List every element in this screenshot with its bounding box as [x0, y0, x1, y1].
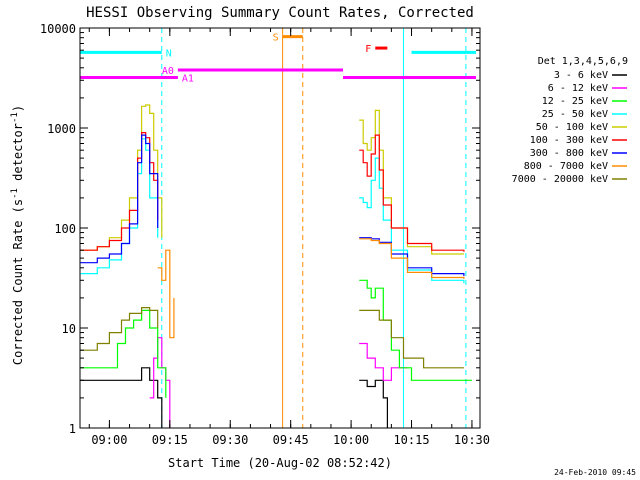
- y-tick-label-2: 100: [54, 222, 76, 236]
- x-tick-label-4: 10:00: [333, 433, 369, 447]
- y-axis-label: Corrected Count Rate (s-1 detector-1): [10, 105, 25, 365]
- series-line-4-1: [359, 109, 464, 255]
- legend-label-1: 6 - 12 keV: [548, 83, 608, 94]
- flag-label-n: N: [166, 48, 172, 59]
- y-tick-label-1: 10: [62, 322, 76, 336]
- legend-label-3: 25 - 50 keV: [542, 109, 608, 120]
- x-tick-label-6: 10:30: [454, 433, 490, 447]
- flag-label-s: S: [273, 33, 279, 44]
- footer-date: 24-Feb-2010 09:45: [554, 468, 636, 477]
- plot-area: N A0 A1 S F: [79, 28, 476, 428]
- x-axis-label: Start Time (20-Aug-02 08:52:42): [168, 456, 392, 470]
- series-line-5-0: [80, 132, 159, 251]
- y-tick-label-3: 1000: [47, 122, 76, 136]
- series-line-6-0: [80, 134, 159, 264]
- series-line-3-0: [80, 138, 159, 275]
- series-line-0-0: [80, 367, 163, 428]
- legend-label-4: 50 - 100 keV: [536, 122, 608, 133]
- x-tick-label-1: 09:15: [152, 433, 188, 447]
- legend-label-8: 7000 - 20000 keV: [512, 174, 608, 185]
- flag-label-a1: A1: [182, 73, 194, 84]
- plot-frame: [79, 27, 481, 429]
- x-tick-label-0: 09:00: [91, 433, 127, 447]
- x-tick-label-2: 09:30: [212, 433, 248, 447]
- y-tick-label-4: 10000: [40, 22, 76, 36]
- series-line-1-0: [149, 337, 171, 428]
- legend-title: Det 1,3,4,5,6,9: [538, 56, 628, 67]
- series-line-2-0: [80, 309, 167, 398]
- flag-label-a0: A0: [162, 66, 174, 77]
- series-line-8-1: [359, 309, 464, 369]
- legend-label-6: 300 - 800 keV: [530, 148, 608, 159]
- chart-title: HESSI Observing Summary Count Rates, Cor…: [86, 5, 474, 21]
- legend-label-5: 100 - 300 keV: [530, 135, 608, 146]
- series-line-7-0: [157, 249, 175, 339]
- legend-label-7: 800 - 7000 keV: [524, 161, 608, 172]
- y-tick-label-0: 1: [69, 422, 76, 436]
- series-line-0-1: [359, 379, 388, 428]
- series-line-5-1: [359, 134, 465, 252]
- axes: 09:00 09:15 09:30 09:45 10:00 10:15 10:30 1 10 10…: [40, 22, 490, 447]
- flag-label-f: F: [365, 44, 371, 55]
- series-line-3-1: [359, 157, 465, 284]
- legend-label-0: 3 - 6 keV: [554, 70, 608, 81]
- legend: Det 1,3,4,5,6,9 3 - 6 keV 6 - 12 keV 12 - …: [512, 56, 628, 185]
- series-line-1-1: [359, 342, 408, 381]
- x-tick-label-3: 09:45: [273, 433, 309, 447]
- series-line-7-1: [359, 238, 465, 279]
- series-line-2-1: [359, 279, 472, 381]
- series-line-8-0: [80, 307, 159, 351]
- legend-label-2: 12 - 25 keV: [542, 96, 608, 107]
- x-tick-label-5: 10:15: [393, 433, 429, 447]
